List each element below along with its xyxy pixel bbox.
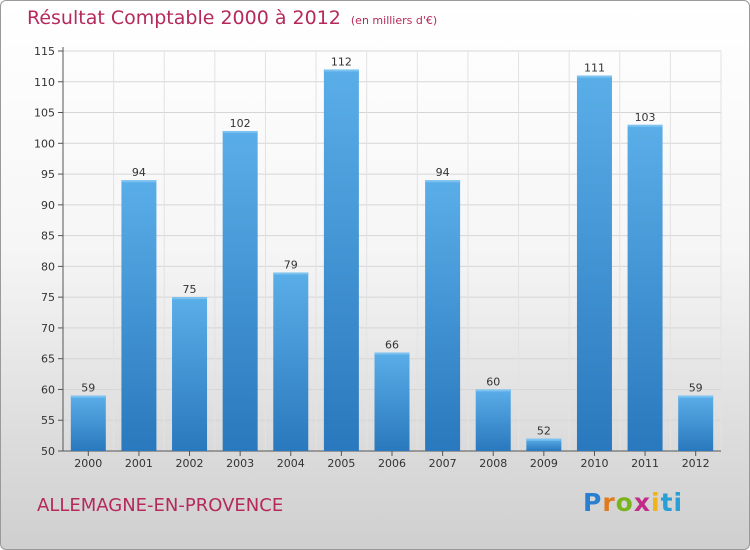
chart-title: Résultat Comptable 2000 à 2012 (en millie…	[27, 7, 437, 29]
bar-value-label: 112	[331, 55, 352, 68]
y-tick-label: 85	[41, 230, 55, 243]
x-tick-label: 2007	[429, 457, 457, 470]
x-tick-label: 2003	[226, 457, 254, 470]
chart-title-text: Résultat Comptable 2000 à 2012	[27, 7, 341, 29]
x-tick-label: 2002	[176, 457, 204, 470]
bars	[70, 69, 714, 451]
bar-top-highlight	[172, 297, 208, 300]
x-tick-label: 2012	[682, 457, 710, 470]
x-tick-label: 2009	[530, 457, 558, 470]
bar-top-highlight	[678, 395, 714, 398]
x-tick-label: 2005	[327, 457, 355, 470]
bar-top-highlight	[222, 131, 258, 133]
bar-value-label: 66	[385, 339, 399, 352]
y-tick-label: 80	[41, 260, 55, 273]
bar-value-label: 102	[230, 117, 251, 130]
x-tick-label: 2008	[479, 457, 507, 470]
x-tick-label: 2006	[378, 457, 406, 470]
logo-letter: o	[615, 488, 634, 517]
bar-value-label: 59	[81, 382, 95, 395]
bar-value-label: 111	[584, 62, 605, 75]
x-tick-label: 2004	[277, 457, 305, 470]
logo-letter: ti	[660, 488, 684, 517]
y-tick-label: 100	[34, 137, 55, 150]
bar-top-highlight	[70, 395, 106, 398]
bar-2003	[222, 131, 258, 451]
bar-top-highlight	[121, 180, 157, 183]
bar-value-label: 52	[537, 425, 551, 438]
bar-value-label: 75	[183, 283, 197, 296]
y-tick-label: 90	[41, 199, 55, 212]
bar-top-highlight	[475, 389, 511, 392]
logo-letter: r	[602, 488, 616, 517]
x-tick-label: 2000	[74, 457, 102, 470]
y-tick-label: 65	[41, 353, 55, 366]
x-tick-label: 2001	[125, 457, 153, 470]
logo-letter: P	[583, 488, 603, 517]
y-tick-label: 60	[41, 383, 55, 396]
bar-top-highlight	[323, 69, 359, 72]
bar-value-label: 94	[436, 166, 450, 179]
logo-letter: i	[651, 488, 661, 517]
bar-top-highlight	[526, 438, 562, 441]
bar-value-label: 79	[284, 259, 298, 272]
bar-2011	[627, 124, 663, 451]
bar-value-label: 103	[635, 111, 656, 124]
labels: 50 55 60 65 70 75 80 85 90 95 100 105 110 115 59 2000 94…	[34, 45, 710, 470]
bar-top-highlight	[576, 75, 612, 78]
commune-name: ALLEMAGNE-EN-PROVENCE	[37, 495, 284, 516]
bar-top-highlight	[627, 124, 663, 127]
bar-top-highlight	[273, 272, 309, 275]
bar-2005	[323, 69, 359, 451]
y-tick-label: 75	[41, 291, 55, 304]
bar-2009	[526, 438, 562, 451]
y-tick-label: 115	[34, 45, 55, 58]
y-tick-label: 110	[34, 76, 55, 89]
bar-2000	[70, 395, 106, 451]
bar-2004	[273, 272, 309, 451]
bar-2008	[475, 389, 511, 451]
bar-2012	[678, 395, 714, 451]
y-tick-label: 105	[34, 107, 55, 120]
bar-value-label: 60	[486, 375, 500, 388]
bar-value-label: 59	[689, 382, 703, 395]
logo-letter: x	[633, 488, 651, 517]
y-tick-label: 95	[41, 168, 55, 181]
bar-2001	[121, 180, 157, 451]
x-tick-label: 2011	[631, 457, 659, 470]
bar-2002	[172, 297, 208, 451]
y-tick-label: 50	[41, 445, 55, 458]
y-tick-label: 55	[41, 414, 55, 427]
x-tick-label: 2010	[580, 457, 608, 470]
y-tick-label: 70	[41, 322, 55, 335]
proxiti-logo: Proxiti	[583, 488, 683, 517]
bar-top-highlight	[374, 352, 410, 355]
bar-2007	[425, 180, 461, 451]
bar-top-highlight	[425, 180, 461, 183]
bar-value-label: 94	[132, 166, 146, 179]
bar-2006	[374, 352, 410, 451]
bar-2010	[576, 75, 612, 451]
chart-subtitle: (en milliers d'€)	[350, 14, 438, 27]
